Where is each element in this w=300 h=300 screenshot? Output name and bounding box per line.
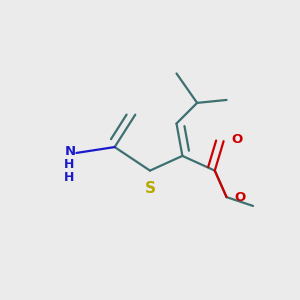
Text: S: S xyxy=(145,181,155,196)
Text: N: N xyxy=(65,145,76,158)
Text: H: H xyxy=(64,172,74,184)
Text: O: O xyxy=(234,190,245,204)
Text: O: O xyxy=(231,133,242,146)
Text: H: H xyxy=(64,158,74,171)
